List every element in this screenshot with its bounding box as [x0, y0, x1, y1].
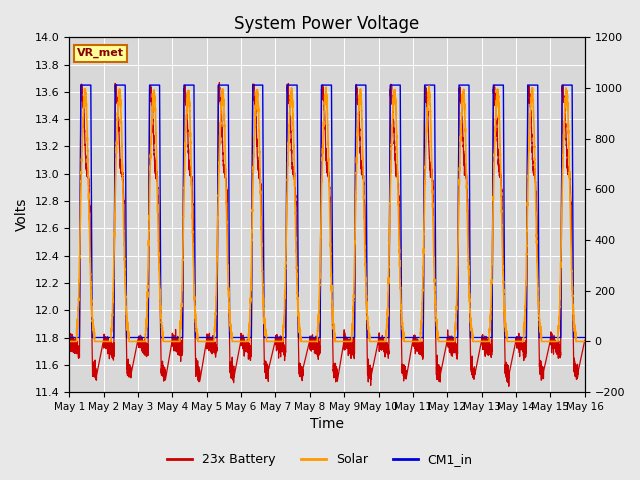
Legend: 23x Battery, Solar, CM1_in: 23x Battery, Solar, CM1_in: [163, 448, 477, 471]
Y-axis label: Volts: Volts: [15, 198, 29, 231]
Text: VR_met: VR_met: [77, 48, 124, 58]
X-axis label: Time: Time: [310, 418, 344, 432]
Title: System Power Voltage: System Power Voltage: [234, 15, 420, 33]
